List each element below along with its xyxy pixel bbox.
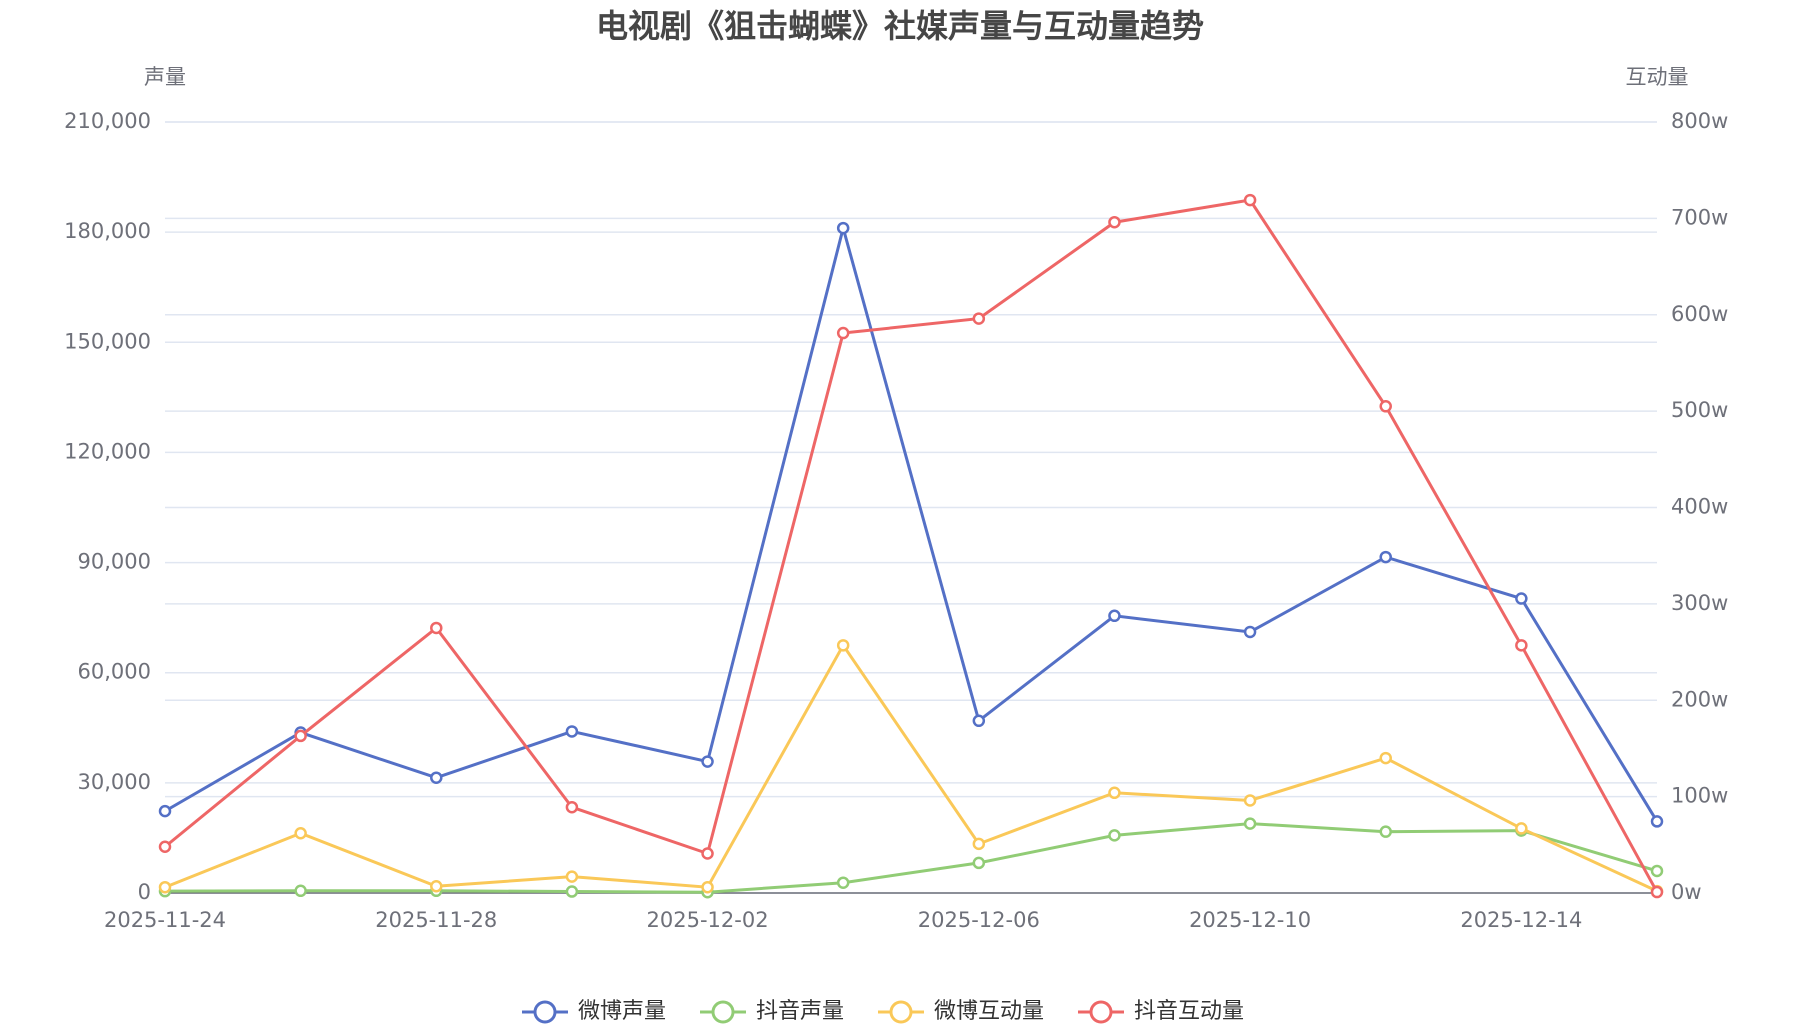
data-point — [430, 880, 443, 893]
legend-label: 微博声量 — [578, 999, 666, 1024]
data-point — [1243, 193, 1257, 207]
legend-label: 抖音声量 — [756, 999, 844, 1024]
data-point — [1515, 822, 1528, 835]
y2-tick-label: 600w — [1671, 302, 1728, 326]
data-point — [1108, 215, 1121, 229]
y2-axis-title: 互动量 — [1626, 65, 1689, 89]
y2-tick-label: 700w — [1671, 205, 1728, 229]
data-point — [1243, 794, 1257, 807]
legend-label: 抖音互动量 — [1134, 999, 1244, 1024]
data-point — [158, 840, 172, 853]
data-point — [1243, 625, 1257, 639]
data-point — [158, 880, 172, 894]
y2-tick-label: 100w — [1671, 784, 1728, 808]
y2-tick-label: 500w — [1671, 398, 1728, 422]
data-point — [565, 885, 579, 898]
legend-icon — [711, 1000, 735, 1024]
legend-label: 微博互动量 — [934, 999, 1044, 1024]
series-line — [164, 222, 1659, 823]
x-tick-label: 2025-11-28 — [375, 908, 497, 932]
data-point — [1379, 400, 1392, 413]
y-tick-label: 150,000 — [64, 329, 151, 353]
data-point — [1108, 829, 1121, 842]
data-point — [701, 755, 714, 768]
data-point — [1650, 815, 1664, 828]
y-tick-label: 210,000 — [64, 109, 151, 133]
data-point — [701, 847, 714, 860]
legend-icon — [889, 1000, 913, 1024]
legend-icon — [533, 1000, 557, 1024]
y2-tick-label: 800w — [1671, 109, 1728, 133]
data-point — [565, 870, 579, 883]
data-point — [972, 312, 986, 325]
data-point — [701, 880, 714, 894]
data-point — [836, 326, 850, 340]
data-point — [1379, 751, 1392, 765]
data-point — [1515, 592, 1528, 605]
y2-tick-label: 0w — [1671, 880, 1702, 904]
data-point — [430, 771, 443, 784]
data-point — [1379, 550, 1392, 564]
y2-tick-label: 300w — [1671, 591, 1728, 615]
x-tick-label: 2025-12-06 — [918, 908, 1040, 932]
x-tick-label: 2025-12-02 — [647, 908, 769, 932]
series-line — [164, 642, 1658, 893]
data-point — [1650, 864, 1664, 878]
data-point — [430, 621, 443, 635]
data-point — [158, 804, 172, 818]
data-point — [1108, 609, 1121, 623]
chart-title: 电视剧《狙击蝴蝶》社媒声量与互动量趋势 — [596, 7, 1204, 45]
y-tick-label: 120,000 — [64, 439, 151, 463]
data-point — [294, 826, 307, 840]
x-tick-label: 2025-12-14 — [1460, 908, 1582, 932]
data-point — [972, 837, 986, 851]
data-point — [565, 725, 579, 738]
data-point — [972, 714, 986, 728]
y-tick-label: 30,000 — [78, 770, 151, 794]
y2-tick-label: 400w — [1671, 495, 1728, 519]
data-point — [972, 856, 986, 870]
data-point — [1108, 786, 1121, 800]
series-line — [164, 198, 1659, 893]
data-point — [294, 884, 307, 898]
series-line — [164, 822, 1658, 894]
y-tick-label: 60,000 — [78, 660, 151, 684]
y2-tick-label: 200w — [1671, 687, 1728, 711]
data-point — [294, 729, 307, 743]
data-point — [1243, 817, 1257, 830]
data-point — [836, 876, 850, 889]
y-tick-label: 0 — [138, 880, 151, 904]
data-point — [565, 800, 579, 814]
x-tick-label: 2025-12-10 — [1189, 908, 1311, 932]
x-tick-label: 2025-11-24 — [104, 908, 226, 932]
data-point — [836, 639, 850, 652]
y-tick-label: 90,000 — [78, 550, 151, 574]
data-point — [836, 221, 850, 235]
data-point — [1650, 885, 1664, 899]
legend-icon — [1089, 1000, 1113, 1024]
y-axis-title: 声量 — [144, 65, 186, 89]
data-point — [1379, 825, 1392, 838]
y-tick-label: 180,000 — [64, 219, 151, 243]
data-point — [1515, 639, 1528, 652]
